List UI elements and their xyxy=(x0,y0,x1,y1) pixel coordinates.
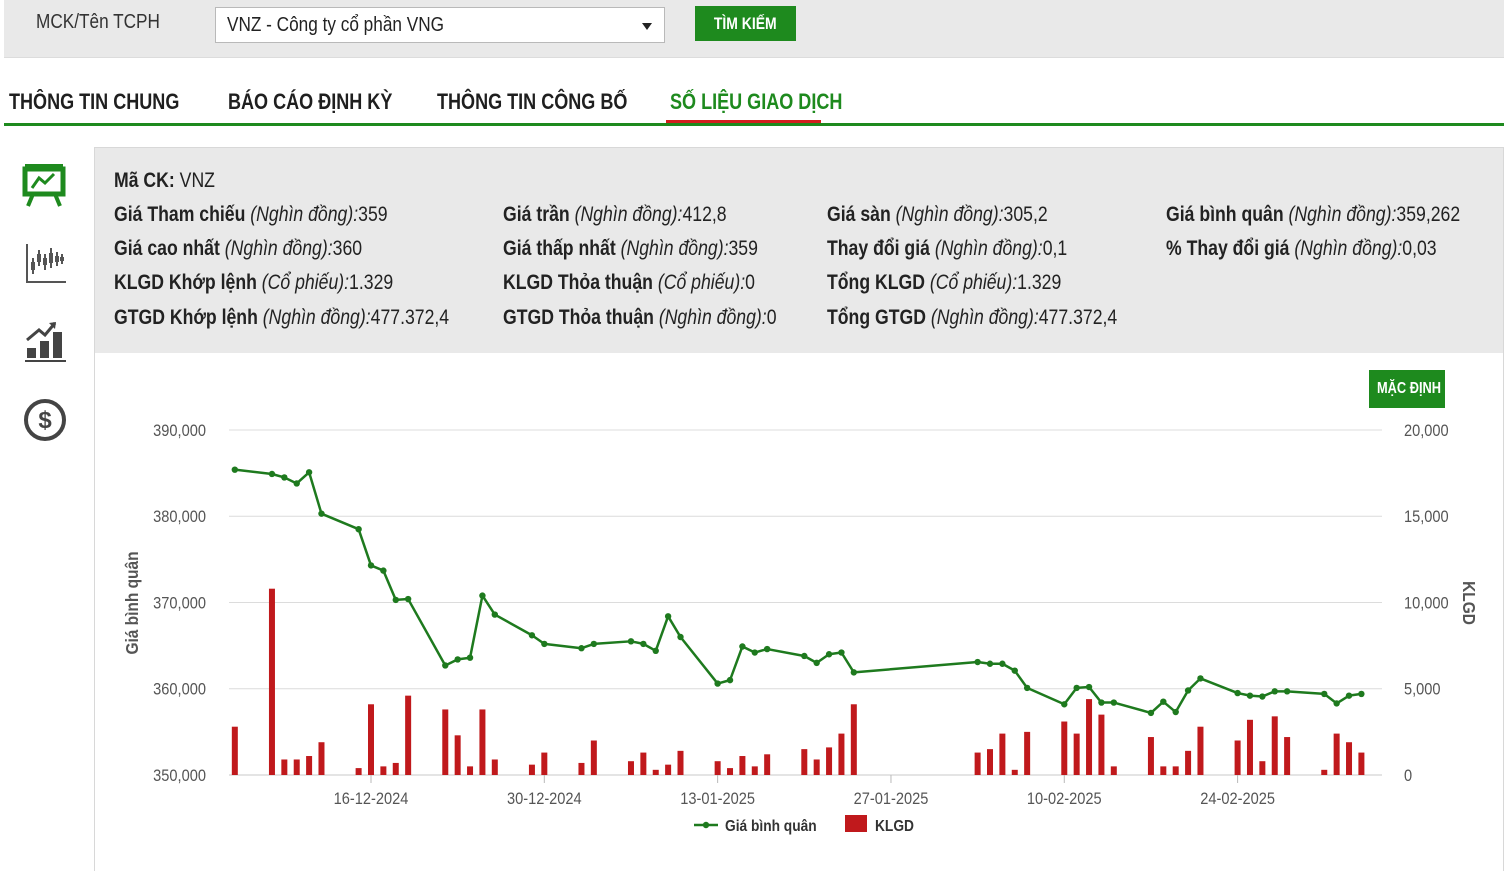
info-ma-ck: Mã CK: VNZ xyxy=(114,169,215,192)
trading-info-panel: Mã CK: VNZ Giá Tham chiếu (Nghìn đồng):3… xyxy=(94,147,1504,353)
info-total-value: Tổng GTGD (Nghìn đồng):477.372,4 xyxy=(827,306,1118,329)
stock-select-value: VNZ - Công ty cổ phần VNG xyxy=(227,14,445,36)
growth-chart-icon[interactable] xyxy=(22,318,68,364)
info-average-price: Giá bình quân (Nghìn đồng):359,262 xyxy=(1166,203,1461,226)
presentation-icon[interactable] xyxy=(22,162,68,208)
svg-text:$: $ xyxy=(38,407,52,434)
info-price-change-percent: % Thay đổi giá (Nghìn đồng):0,03 xyxy=(1166,237,1437,260)
info-matched-volume: KLGD Khớp lệnh (Cổ phiếu):1.329 xyxy=(114,271,394,294)
tab-bar: THÔNG TIN CHUNG BÁO CÁO ĐỊNH KỲ THÔNG TI… xyxy=(4,80,1504,126)
active-tab-indicator xyxy=(666,120,821,123)
tab-disclosures[interactable]: THÔNG TIN CÔNG BỐ xyxy=(437,89,628,114)
stock-select[interactable]: VNZ - Công ty cổ phần VNG xyxy=(215,7,665,43)
info-ceiling-price: Giá trần (Nghìn đồng):412,8 xyxy=(503,203,727,226)
reset-default-label: MẶC ĐỊNH xyxy=(1377,380,1441,397)
info-lowest-price: Giá thấp nhất (Nghìn đồng):359 xyxy=(503,237,758,260)
tab-general-info[interactable]: THÔNG TIN CHUNG xyxy=(9,89,180,114)
search-button-label: TÌM KIẾM xyxy=(714,14,777,33)
info-negotiated-volume: KLGD Thỏa thuận (Cổ phiếu):0 xyxy=(503,271,755,294)
chevron-down-icon[interactable] xyxy=(642,23,652,30)
info-total-volume: Tổng KLGD (Cổ phiếu):1.329 xyxy=(827,271,1062,294)
search-button[interactable]: TÌM KIẾM xyxy=(695,6,796,41)
info-reference-price: Giá Tham chiếu (Nghìn đồng):359 xyxy=(114,203,388,226)
info-matched-value: GTGD Khớp lệnh (Nghìn đồng):477.372,4 xyxy=(114,306,450,329)
tab-periodic-reports[interactable]: BÁO CÁO ĐỊNH KỲ xyxy=(228,89,393,114)
chart-panel xyxy=(94,353,1504,871)
info-price-change: Thay đổi giá (Nghìn đồng):0,1 xyxy=(827,237,1068,260)
info-negotiated-value: GTGD Thỏa thuận (Nghìn đồng):0 xyxy=(503,306,777,329)
info-highest-price: Giá cao nhất (Nghìn đồng):360 xyxy=(114,237,363,260)
reset-default-button[interactable]: MẶC ĐỊNH xyxy=(1369,370,1445,408)
dollar-icon[interactable]: $ xyxy=(22,397,68,443)
search-label: MCK/Tên TCPH xyxy=(36,11,160,33)
tab-trading-data[interactable]: SỐ LIỆU GIAO DỊCH xyxy=(670,89,843,114)
info-floor-price: Giá sàn (Nghìn đồng):305,2 xyxy=(827,203,1048,226)
candlestick-chart-icon[interactable] xyxy=(22,240,68,286)
search-bar: MCK/Tên TCPH VNZ - Công ty cổ phần VNG T… xyxy=(4,0,1504,58)
